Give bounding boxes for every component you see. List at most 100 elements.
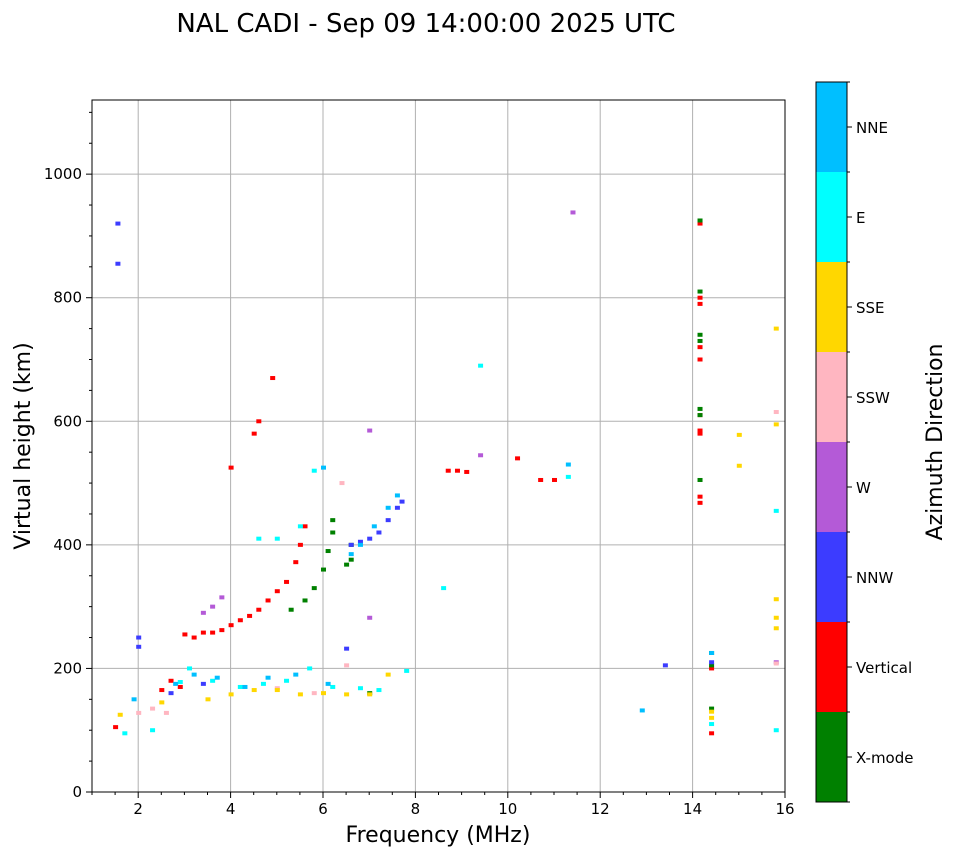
data-point: [697, 428, 703, 433]
data-point: [325, 681, 331, 686]
data-point: [773, 615, 779, 620]
colorbar-frame: [815, 81, 848, 803]
data-point: [256, 607, 262, 612]
colorbar-segment: [816, 712, 847, 802]
data-point: [367, 615, 373, 620]
data-point: [697, 295, 703, 300]
x-tick-label: 8: [411, 800, 421, 818]
data-point: [200, 610, 206, 615]
data-point: [709, 706, 715, 711]
colorbar-tick-label: E: [856, 209, 865, 227]
data-point: [159, 688, 165, 693]
data-point: [210, 604, 216, 609]
colorbar-tick-label: SSW: [856, 389, 890, 407]
data-point: [115, 221, 121, 226]
data-point: [159, 700, 165, 705]
data-point: [348, 557, 354, 562]
colorbar-tick-label: SSE: [856, 299, 885, 317]
data-point: [330, 530, 336, 535]
data-point: [311, 468, 317, 473]
data-point: [662, 663, 668, 668]
data-point: [697, 357, 703, 362]
data-point: [552, 477, 557, 482]
data-point: [150, 728, 156, 733]
x-tick-label: 6: [318, 800, 328, 818]
data-point: [302, 598, 308, 603]
data-point: [325, 549, 331, 554]
data-point: [187, 666, 193, 671]
data-point: [709, 666, 715, 671]
y-tick-label: 0: [72, 783, 82, 801]
data-point: [251, 431, 257, 436]
data-point: [639, 708, 645, 713]
x-tick-label: 14: [683, 800, 702, 818]
data-point: [385, 672, 391, 677]
data-point: [117, 712, 123, 717]
plot-frame: [91, 99, 786, 793]
data-point: [394, 505, 400, 510]
data-point: [228, 692, 234, 697]
data-point: [565, 474, 571, 479]
data-point: [709, 709, 715, 714]
data-point: [228, 465, 234, 470]
data-point: [274, 688, 280, 693]
data-point: [464, 469, 470, 474]
data-point: [214, 675, 220, 680]
data-point: [773, 597, 779, 602]
data-point: [219, 595, 225, 600]
data-point: [200, 630, 206, 635]
data-point: [307, 666, 313, 671]
data-point: [247, 613, 253, 618]
colorbar-segment: [816, 262, 847, 352]
data-point: [191, 672, 197, 677]
data-point: [773, 728, 779, 733]
data-point: [321, 465, 326, 470]
data-point: [773, 326, 779, 331]
data-point: [344, 692, 350, 697]
data-point: [376, 688, 382, 693]
data-point: [697, 431, 703, 436]
data-point: [284, 579, 290, 584]
colorbar: X-mode Vertical NNW W SSW SSE E NNE: [816, 81, 913, 803]
x-axis-label: Frequency (MHz): [346, 823, 531, 848]
data-point: [773, 508, 779, 513]
data-point: [330, 684, 336, 689]
data-point: [697, 477, 703, 482]
data-point: [177, 684, 183, 689]
colorbar-segment: [816, 82, 847, 172]
data-point: [570, 210, 576, 215]
data-point: [339, 481, 345, 486]
data-point: [367, 536, 373, 541]
data-point: [736, 463, 742, 468]
data-point: [173, 681, 179, 686]
data-point: [288, 607, 294, 612]
data-point: [697, 338, 703, 343]
data-point: [205, 697, 211, 702]
data-point: [136, 710, 142, 715]
data-point: [200, 681, 206, 686]
colorbar-tick-label: X-mode: [856, 749, 913, 767]
data-point: [773, 422, 779, 427]
data-point: [274, 536, 280, 541]
data-point: [344, 663, 350, 668]
data-point: [697, 218, 703, 223]
data-point: [251, 688, 257, 693]
data-point: [357, 542, 363, 547]
data-point: [376, 530, 382, 535]
data-point: [237, 618, 243, 623]
colorbar-tick-label: Vertical: [856, 659, 912, 677]
y-tick-label: 200: [53, 659, 82, 677]
data-point: [297, 692, 303, 697]
colorbar-segment: [816, 622, 847, 712]
colorbar-segment: [816, 172, 847, 262]
data-point: [256, 419, 262, 424]
data-point: [736, 432, 742, 437]
data-point: [168, 678, 174, 683]
data-point: [773, 410, 779, 415]
data-point: [697, 494, 703, 499]
data-point: [697, 406, 703, 411]
x-tick-label: 12: [591, 800, 610, 818]
data-point: [697, 345, 703, 350]
colorbar-tick-label: W: [856, 479, 871, 497]
colorbar-tick-label: NNE: [856, 119, 888, 137]
